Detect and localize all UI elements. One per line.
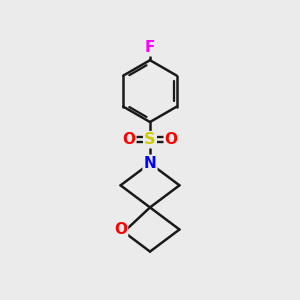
Text: O: O: [165, 132, 178, 147]
Text: S: S: [144, 132, 156, 147]
Text: N: N: [144, 156, 156, 171]
Text: O: O: [114, 222, 127, 237]
Text: O: O: [122, 132, 135, 147]
Text: F: F: [145, 40, 155, 55]
